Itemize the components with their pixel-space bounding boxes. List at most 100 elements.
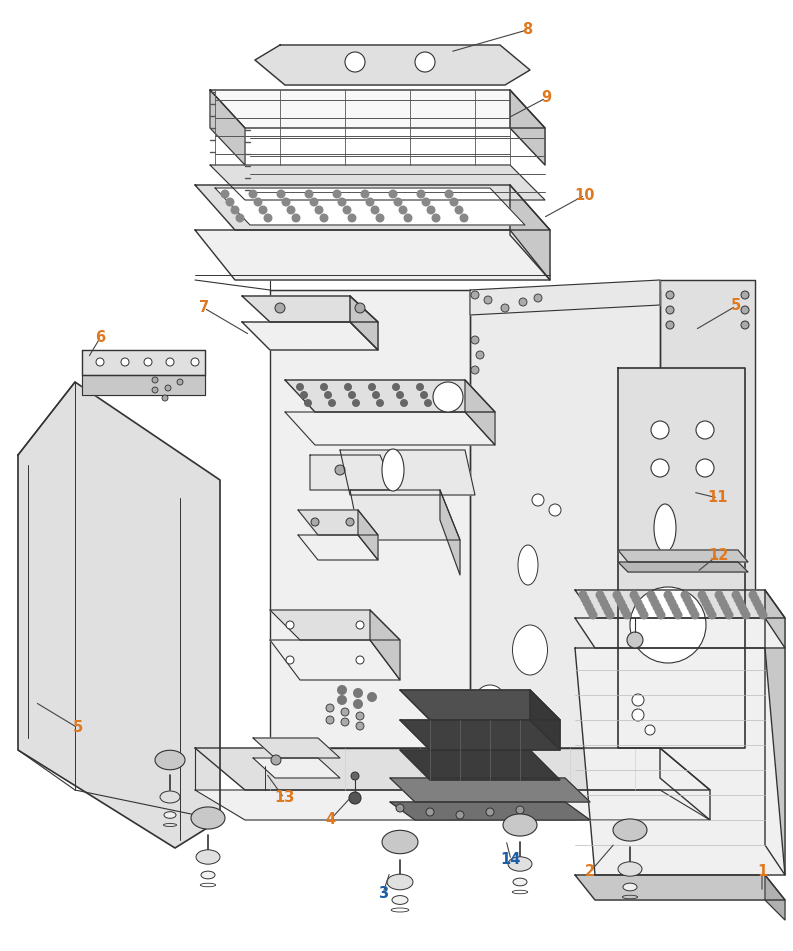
Circle shape xyxy=(426,808,434,816)
Polygon shape xyxy=(400,690,560,720)
Circle shape xyxy=(702,598,711,608)
Polygon shape xyxy=(510,90,545,165)
Text: 8: 8 xyxy=(522,23,532,37)
Circle shape xyxy=(296,383,304,391)
Text: 13: 13 xyxy=(274,790,294,805)
Text: 14: 14 xyxy=(501,852,521,867)
Polygon shape xyxy=(18,382,220,848)
Polygon shape xyxy=(242,322,378,350)
Ellipse shape xyxy=(191,807,225,829)
Polygon shape xyxy=(340,450,475,495)
Circle shape xyxy=(753,598,761,608)
Text: 11: 11 xyxy=(707,491,728,506)
Ellipse shape xyxy=(613,819,647,841)
Circle shape xyxy=(754,603,764,611)
Circle shape xyxy=(177,379,183,385)
Circle shape xyxy=(328,399,336,407)
Circle shape xyxy=(612,591,622,599)
Circle shape xyxy=(602,603,611,611)
Circle shape xyxy=(353,688,363,698)
Circle shape xyxy=(311,518,319,526)
Circle shape xyxy=(579,591,588,599)
Polygon shape xyxy=(440,490,460,575)
Circle shape xyxy=(356,722,364,730)
Circle shape xyxy=(361,189,370,199)
Polygon shape xyxy=(575,875,785,900)
Polygon shape xyxy=(298,510,378,535)
Text: 5: 5 xyxy=(73,721,83,735)
Circle shape xyxy=(320,383,328,391)
Text: 10: 10 xyxy=(575,187,596,203)
Polygon shape xyxy=(400,720,560,750)
Circle shape xyxy=(638,607,646,615)
Ellipse shape xyxy=(654,504,676,552)
Circle shape xyxy=(326,704,334,712)
Polygon shape xyxy=(370,610,400,680)
Circle shape xyxy=(440,383,448,391)
Circle shape xyxy=(356,621,364,629)
Circle shape xyxy=(471,291,479,299)
Text: 5: 5 xyxy=(731,299,741,314)
Polygon shape xyxy=(195,790,710,820)
Circle shape xyxy=(665,594,675,604)
Circle shape xyxy=(459,214,469,223)
Polygon shape xyxy=(195,748,710,790)
Circle shape xyxy=(376,214,385,223)
Polygon shape xyxy=(400,750,560,780)
Circle shape xyxy=(368,383,376,391)
Circle shape xyxy=(396,391,404,399)
Polygon shape xyxy=(210,90,245,165)
Circle shape xyxy=(341,718,349,726)
Circle shape xyxy=(445,189,454,199)
Circle shape xyxy=(236,214,244,223)
Circle shape xyxy=(424,399,432,407)
Circle shape xyxy=(650,598,660,608)
Circle shape xyxy=(735,598,745,608)
Circle shape xyxy=(341,708,349,716)
Circle shape xyxy=(392,383,400,391)
Circle shape xyxy=(356,656,364,664)
Circle shape xyxy=(706,607,714,615)
Circle shape xyxy=(448,399,456,407)
Polygon shape xyxy=(618,562,748,572)
Polygon shape xyxy=(242,296,378,322)
Circle shape xyxy=(616,598,626,608)
Circle shape xyxy=(399,205,408,215)
Circle shape xyxy=(263,214,273,223)
Text: 4: 4 xyxy=(325,812,335,827)
Polygon shape xyxy=(195,185,550,230)
Circle shape xyxy=(653,603,661,611)
Circle shape xyxy=(645,725,655,735)
Polygon shape xyxy=(618,550,748,562)
Text: 9: 9 xyxy=(541,90,551,106)
Circle shape xyxy=(691,611,699,619)
Circle shape xyxy=(722,607,731,615)
Circle shape xyxy=(683,594,691,604)
Circle shape xyxy=(347,214,357,223)
Circle shape xyxy=(696,421,714,439)
Circle shape xyxy=(162,395,168,401)
Circle shape xyxy=(337,685,347,695)
Ellipse shape xyxy=(155,750,185,769)
Circle shape xyxy=(166,358,174,366)
Ellipse shape xyxy=(387,874,413,890)
Circle shape xyxy=(688,607,698,615)
Circle shape xyxy=(635,603,645,611)
Polygon shape xyxy=(210,90,545,128)
Circle shape xyxy=(684,598,694,608)
Circle shape xyxy=(714,591,723,599)
Circle shape xyxy=(657,611,665,619)
Ellipse shape xyxy=(160,791,180,803)
Circle shape xyxy=(320,214,328,223)
Circle shape xyxy=(376,399,384,407)
Circle shape xyxy=(300,391,308,399)
Circle shape xyxy=(346,518,354,526)
Circle shape xyxy=(351,772,359,780)
Polygon shape xyxy=(270,610,400,640)
Circle shape xyxy=(580,594,589,604)
Ellipse shape xyxy=(503,814,537,836)
Circle shape xyxy=(600,598,608,608)
Circle shape xyxy=(630,591,638,599)
Circle shape xyxy=(583,598,592,608)
Circle shape xyxy=(749,591,757,599)
